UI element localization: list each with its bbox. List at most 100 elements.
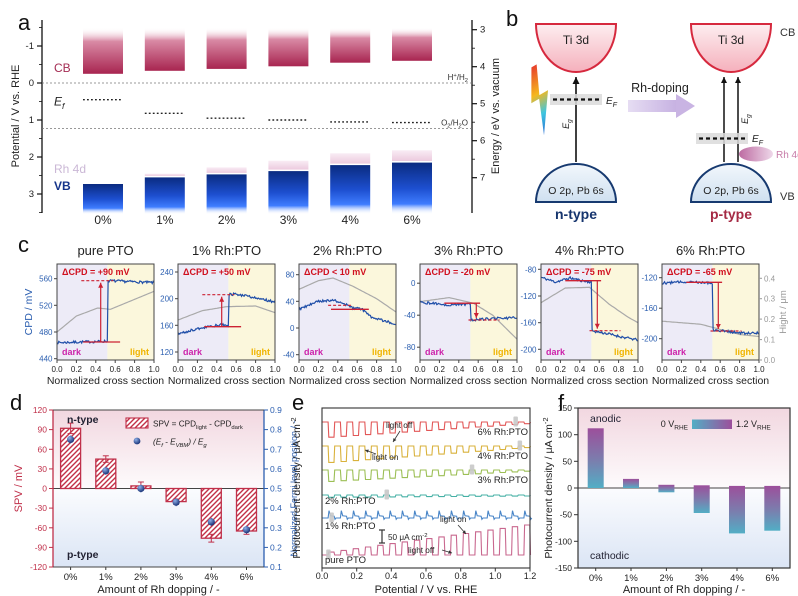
e-xtick: 1.0: [489, 571, 502, 581]
f-ytick: -50: [560, 510, 573, 520]
e-xtick: 0.6: [420, 571, 433, 581]
a-right-ytick: 7: [480, 173, 485, 184]
e-trace-1: [322, 445, 532, 463]
a-right-ytick: 4: [480, 62, 485, 73]
a-rh4d-label: Rh 4d: [54, 162, 86, 176]
f-anodic-label: anodic: [590, 413, 621, 425]
c-subplot-title: 2% Rh:PTO: [313, 243, 382, 258]
d-left-ytick: 120: [33, 405, 47, 415]
a-rh4d-bar: [330, 153, 371, 164]
c-xlabel: Normalized cross section: [531, 375, 648, 387]
b-diagram-group: Ti 3d O 2p, Pb 6s Eg EF n-type Rh-doping Ti 3d…: [531, 23, 798, 222]
b-rh4d-state: [739, 146, 773, 162]
e-xtick: 1.2: [524, 571, 537, 581]
b-right-cb-band: [689, 23, 773, 73]
c-subplot-title: 1% Rh:PTO: [192, 243, 261, 258]
e-trace-label: 1% Rh:PTO: [325, 521, 376, 532]
d-legend-dot: [133, 437, 141, 445]
c-xtick: 0.8: [129, 365, 141, 374]
b-doping-arrow-body: [628, 100, 676, 112]
c-right-ytick: 0.0: [764, 356, 776, 365]
a-vb-bar: [392, 162, 432, 215]
c-xtick: 0.8: [613, 365, 625, 374]
e-gray-marker: [513, 416, 518, 427]
e-trace-5: [322, 524, 532, 556]
c-xtick: 0.8: [250, 365, 262, 374]
a-vb-bar: [83, 184, 123, 215]
f-bar: [729, 485, 745, 534]
e-trace-label: pure PTO: [325, 555, 366, 566]
c-ytick: 80: [286, 271, 295, 280]
f-category-label: 0%: [589, 573, 603, 584]
c-xtick: 0.6: [110, 365, 122, 374]
e-trace-label: 2% Rh:PTO: [325, 496, 376, 507]
c-frame: [177, 263, 276, 361]
c-xtick: 0.8: [734, 365, 746, 374]
e-trace-label: 6% Rh:PTO: [477, 427, 528, 438]
c-xlabel: Normalized cross section: [47, 375, 164, 387]
f-category-label: 6%: [765, 573, 779, 584]
c-ytick: 520: [39, 301, 53, 310]
e-scalebar-label: 50 μA cm-2: [388, 533, 428, 542]
panel-f-photocurrent-bars: f 0% 1% 2% 3% 4% 6% -150 -100 -50 0 50 100 150 Photoc…: [540, 392, 798, 596]
d-category-label: 4%: [204, 572, 218, 583]
b-left-vb-text: O 2p, Pb 6s: [548, 185, 603, 197]
c-ytick: -200: [641, 335, 658, 344]
c-height-profile: [56, 290, 155, 333]
c-xtick: 1.0: [632, 365, 644, 374]
a-vb-bar: [144, 177, 185, 215]
c-subplot-2: ΔCPD < 10 mV dark light 2% Rh:PTO -40 0 40 80 0.…: [283, 243, 406, 387]
e-gray-marker: [326, 549, 331, 560]
a-right-ytick: 5: [480, 99, 485, 110]
b-cb-tag: CB: [780, 27, 795, 39]
b-ntype-label: n-type: [555, 206, 597, 222]
f-ytick: -100: [555, 536, 572, 546]
c-ytick: -40: [283, 351, 295, 360]
d-fermi-dot: [172, 498, 180, 506]
panel-e-letter: e: [292, 390, 305, 415]
c-dark-region: [178, 264, 229, 360]
e-ylabel: Photocurrent density / μA cm-2: [290, 417, 303, 558]
a-ef-label: Ef: [54, 95, 66, 111]
c-xlabel: Normalized cross section: [168, 375, 285, 387]
f-bar: [623, 478, 639, 488]
c-subplot-5: ΔCPD = -65 mV dark light 6% Rh:PTO -200 -160 -…: [641, 243, 789, 387]
b-right-eg-label: Eg: [740, 114, 753, 124]
c-ytick: -80: [404, 343, 416, 352]
f-cathodic-region: [578, 488, 790, 568]
a-plot: -1 0 1 2 3 Potential / V vs. RHE 3 4 5 6 7 Energy /…: [10, 20, 502, 227]
c-ytick: -160: [641, 304, 658, 313]
c-dark-label: dark: [183, 347, 203, 357]
c-frame: [661, 263, 760, 361]
c-light-label: light: [614, 347, 633, 357]
e-light-on-top: light on: [372, 453, 399, 462]
a-cb-bar: [83, 27, 123, 74]
c-dark-label: dark: [304, 347, 324, 357]
f-plot: 0% 1% 2% 3% 4% 6% -150 -100 -50 0 50 100 150Photocur…: [541, 403, 791, 596]
a-right-ytick: 6: [480, 136, 485, 147]
c-ytick: -40: [404, 311, 416, 320]
c-light-region: [107, 264, 154, 360]
d-xlabel: Amount of Rh dopping / -: [97, 584, 220, 596]
d-spv-bar: [235, 487, 258, 532]
b-right-fermi-text: EF: [752, 134, 764, 147]
c-ytick: 120: [160, 348, 174, 357]
panel-b-letter: b: [506, 6, 519, 31]
e-xtick: 0.4: [385, 571, 398, 581]
c-subplot-3: ΔCPD = -20 mV dark light 3% Rh:PTO -80 -40 0 0.…: [404, 243, 527, 387]
b-rh4d-text: Rh 4d: [776, 150, 798, 161]
c-xtick: 0.0: [51, 365, 63, 374]
c-light-label: light: [251, 347, 270, 357]
c-light-label: light: [735, 347, 754, 357]
a-ytick: 2: [29, 152, 34, 163]
a-rh4d-bar: [144, 173, 185, 176]
a-redox-label: O2/H2O: [441, 119, 468, 130]
c-right-ytick: 0.2: [764, 315, 776, 324]
a-cb-bar: [330, 27, 371, 63]
f-ytick: 100: [558, 430, 572, 440]
f-ylabel: Photocurrent density / μA cm-2: [541, 417, 555, 558]
panel-a-band-positions: a -1 0 1 2 3 Potential / V vs. RHE 3 4 5 6 7 Energy…: [6, 4, 506, 228]
c-ytick: 0: [411, 279, 416, 288]
f-cathodic-label: cathodic: [590, 550, 629, 562]
